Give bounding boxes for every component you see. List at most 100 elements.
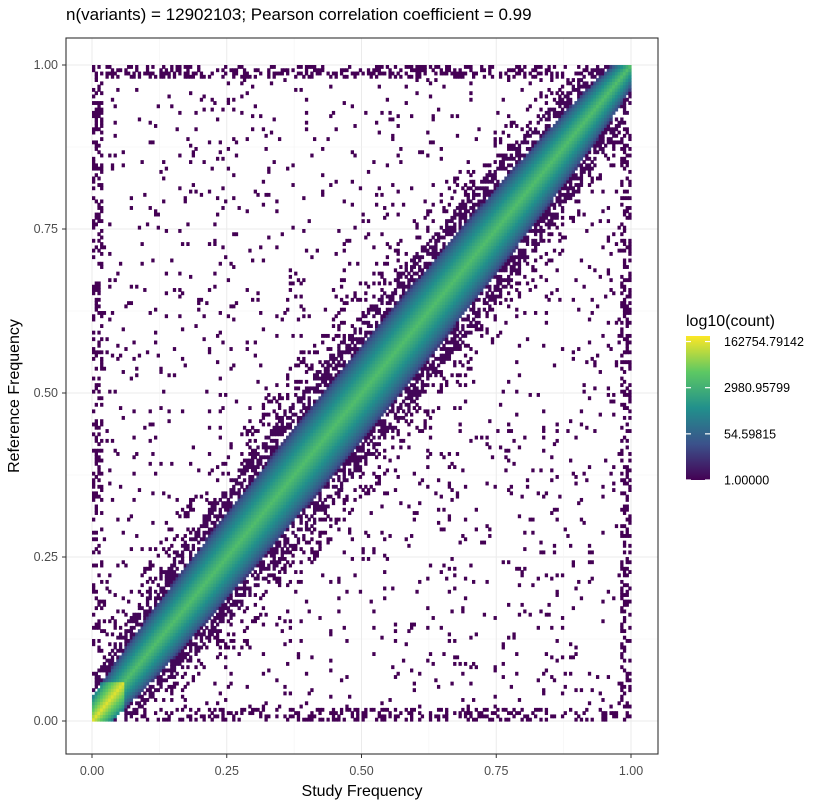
density-cell	[97, 206, 101, 210]
density-cell	[275, 494, 279, 499]
density-cell	[132, 340, 136, 345]
density-cell	[132, 612, 136, 617]
density-cell	[172, 589, 177, 594]
density-cell	[132, 671, 136, 676]
density-cell	[321, 475, 325, 479]
density-cell	[321, 455, 325, 460]
density-cell	[264, 507, 268, 512]
density-cell	[135, 645, 139, 650]
density-cell	[94, 147, 98, 151]
density-cell	[377, 324, 381, 328]
density-cell	[275, 245, 279, 250]
density-cell	[304, 389, 309, 394]
density-cell	[94, 212, 98, 217]
density-cell	[374, 409, 379, 414]
density-cell	[180, 291, 185, 296]
density-cell	[264, 494, 268, 499]
density-cell	[253, 524, 257, 529]
density-cell	[194, 717, 198, 722]
density-cell	[296, 455, 301, 460]
density-cell	[237, 530, 241, 535]
density-cell	[323, 435, 328, 440]
density-cell	[310, 494, 314, 499]
density-cell	[380, 396, 384, 401]
density-cell	[108, 65, 112, 69]
density-cell	[97, 87, 101, 92]
density-cell	[318, 455, 322, 460]
density-cell	[180, 576, 185, 581]
density-cell	[350, 376, 355, 381]
density-cell	[202, 576, 206, 581]
density-cell	[259, 570, 263, 574]
density-cell	[102, 688, 107, 693]
density-cell	[199, 297, 204, 302]
density-cell	[310, 524, 314, 529]
density-cell	[253, 497, 257, 502]
density-cell	[275, 415, 279, 420]
density-cell	[242, 514, 247, 519]
density-cell	[221, 616, 225, 620]
density-cell	[342, 517, 346, 522]
density-cell	[156, 665, 160, 670]
density-cell	[304, 248, 309, 253]
density-cell	[288, 488, 293, 492]
density-cell	[374, 330, 379, 335]
density-cell	[100, 209, 104, 214]
density-cell	[140, 675, 144, 679]
density-cell	[256, 484, 260, 489]
density-cell	[213, 635, 217, 640]
density-cell	[318, 442, 322, 447]
density-cell	[296, 399, 301, 404]
density-cell	[277, 432, 282, 437]
density-cell	[113, 678, 117, 683]
density-cell	[288, 625, 293, 630]
density-cell	[339, 297, 344, 302]
density-cell	[234, 537, 239, 542]
density-cell	[272, 465, 276, 470]
density-cell	[307, 412, 311, 417]
density-cell	[302, 422, 306, 427]
density-cell	[183, 645, 187, 650]
density-cell	[253, 68, 257, 73]
density-cell	[159, 573, 163, 578]
density-cell	[259, 563, 263, 568]
density-cell	[275, 458, 279, 463]
density-cell	[213, 284, 217, 289]
density-cell	[213, 619, 217, 624]
density-cell	[92, 127, 96, 132]
density-cell	[94, 707, 98, 712]
density-cell	[110, 711, 115, 716]
density-cell	[283, 534, 287, 538]
density-cell	[226, 497, 231, 502]
density-cell	[140, 632, 144, 637]
density-cell	[129, 632, 134, 637]
density-cell	[299, 468, 303, 473]
density-cell	[369, 432, 373, 437]
density-cell	[374, 356, 379, 361]
density-cell	[259, 71, 263, 76]
density-cell	[345, 393, 349, 397]
density-cell	[361, 711, 365, 716]
density-cell	[240, 481, 244, 486]
density-cell	[197, 593, 201, 597]
density-cell	[232, 304, 236, 309]
density-cell	[310, 435, 314, 440]
density-cell	[372, 281, 376, 286]
density-cell	[361, 432, 365, 437]
density-cell	[137, 642, 142, 647]
density-cell	[189, 625, 193, 630]
density-cell	[178, 110, 182, 115]
density-cell	[248, 501, 252, 506]
density-cell	[229, 304, 233, 309]
density-cell	[145, 675, 150, 679]
density-cell	[251, 540, 255, 545]
density-cell	[323, 366, 328, 371]
density-cell	[342, 278, 346, 283]
density-cell	[180, 639, 185, 643]
density-cell	[148, 206, 152, 210]
density-cell	[172, 652, 177, 656]
density-cell	[342, 340, 346, 345]
density-cell	[245, 530, 249, 535]
density-cell	[110, 684, 115, 689]
